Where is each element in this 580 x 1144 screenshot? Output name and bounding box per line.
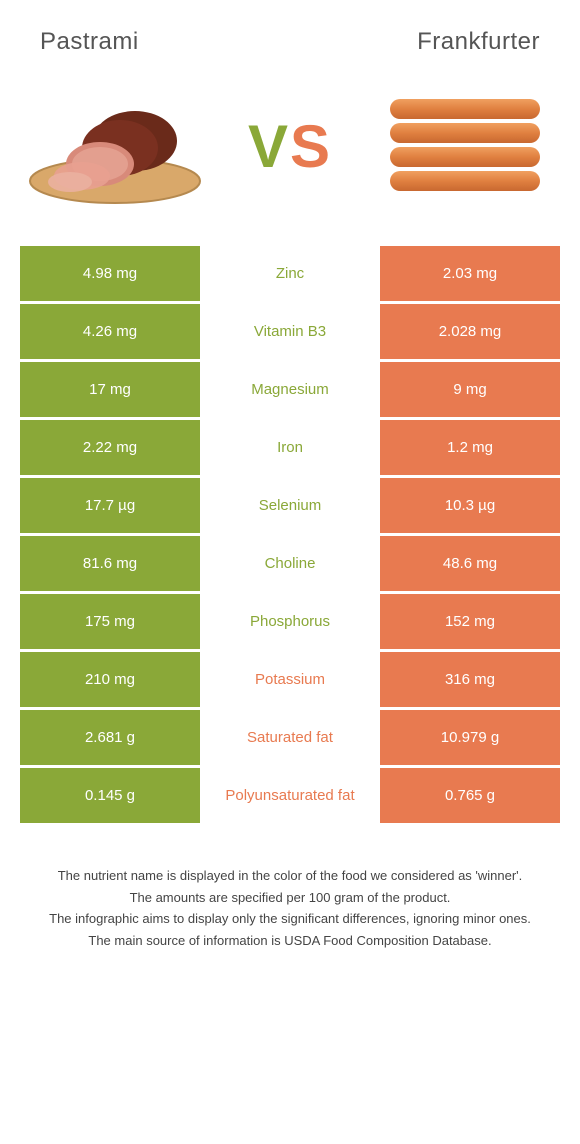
footer-line-1: The nutrient name is displayed in the co… — [20, 866, 560, 886]
table-row: 0.145 gPolyunsaturated fat0.765 g — [20, 768, 560, 826]
table-row: 17.7 µgSelenium10.3 µg — [20, 478, 560, 536]
right-value: 10.979 g — [380, 710, 560, 768]
nutrient-name: Vitamin B3 — [200, 304, 380, 362]
right-value: 48.6 mg — [380, 536, 560, 594]
left-value: 4.98 mg — [20, 246, 200, 304]
left-value: 175 mg — [20, 594, 200, 652]
right-value: 152 mg — [380, 594, 560, 652]
vs-s: S — [290, 113, 332, 180]
footer-line-2: The amounts are specified per 100 gram o… — [20, 888, 560, 908]
left-value: 2.681 g — [20, 710, 200, 768]
nutrient-name: Magnesium — [200, 362, 380, 420]
table-row: 81.6 mgCholine48.6 mg — [20, 536, 560, 594]
right-value: 1.2 mg — [380, 420, 560, 478]
left-value: 17.7 µg — [20, 478, 200, 536]
nutrient-name: Iron — [200, 420, 380, 478]
left-value: 81.6 mg — [20, 536, 200, 594]
right-value: 0.765 g — [380, 768, 560, 826]
footer-notes: The nutrient name is displayed in the co… — [20, 866, 560, 950]
nutrient-name: Potassium — [200, 652, 380, 710]
right-value: 2.03 mg — [380, 246, 560, 304]
nutrient-name: Selenium — [200, 478, 380, 536]
table-row: 17 mgMagnesium9 mg — [20, 362, 560, 420]
table-row: 210 mgPotassium316 mg — [20, 652, 560, 710]
nutrient-name: Phosphorus — [200, 594, 380, 652]
header: Pastrami Frankfurter — [0, 0, 580, 66]
nutrient-name: Polyunsaturated fat — [200, 768, 380, 826]
right-value: 2.028 mg — [380, 304, 560, 362]
table-row: 4.98 mgZinc2.03 mg — [20, 246, 560, 304]
left-value: 0.145 g — [20, 768, 200, 826]
right-value: 316 mg — [380, 652, 560, 710]
left-value: 4.26 mg — [20, 304, 200, 362]
nutrient-name: Saturated fat — [200, 710, 380, 768]
table-row: 175 mgPhosphorus152 mg — [20, 594, 560, 652]
table-row: 4.26 mgVitamin B32.028 mg — [20, 304, 560, 362]
frankfurter-image — [370, 76, 560, 216]
left-food-title: Pastrami — [40, 28, 139, 56]
vs-row: VS — [0, 66, 580, 246]
vs-v: V — [248, 113, 290, 180]
left-value: 17 mg — [20, 362, 200, 420]
left-value: 210 mg — [20, 652, 200, 710]
table-row: 2.22 mgIron1.2 mg — [20, 420, 560, 478]
table-row: 2.681 gSaturated fat10.979 g — [20, 710, 560, 768]
nutrient-name: Zinc — [200, 246, 380, 304]
vs-label: VS — [248, 112, 332, 181]
left-value: 2.22 mg — [20, 420, 200, 478]
nutrient-name: Choline — [200, 536, 380, 594]
footer-line-4: The main source of information is USDA F… — [20, 931, 560, 951]
pastrami-image — [20, 76, 210, 216]
footer-line-3: The infographic aims to display only the… — [20, 909, 560, 929]
right-value: 9 mg — [380, 362, 560, 420]
right-value: 10.3 µg — [380, 478, 560, 536]
right-food-title: Frankfurter — [417, 28, 540, 56]
nutrient-table: 4.98 mgZinc2.03 mg4.26 mgVitamin B32.028… — [20, 246, 560, 826]
